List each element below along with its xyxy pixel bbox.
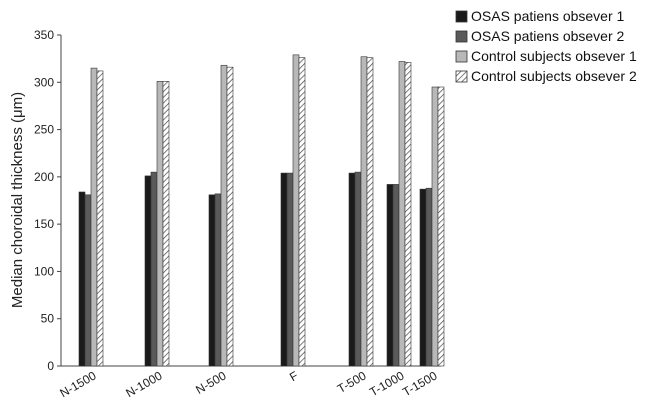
bar-4-t-1000	[404, 62, 412, 367]
bar-2-n-1000	[150, 171, 158, 367]
bar-1-t-500	[348, 172, 356, 367]
legend-label: Control subjects obsever 1	[471, 48, 637, 64]
bar-4-n-1000	[162, 81, 170, 367]
legend-label: OSAS patiens obsever 2	[471, 28, 625, 44]
bar-2-f	[286, 172, 294, 367]
bar-3-t-1000	[398, 61, 406, 367]
y-tick-label: 350	[34, 28, 54, 42]
y-tick-label: 200	[34, 170, 54, 184]
legend-swatch	[455, 70, 468, 83]
bar-2-t-1500	[425, 187, 433, 367]
y-tick-label: 150	[34, 217, 54, 231]
bar-2-n-500	[214, 193, 222, 367]
legend: OSAS patiens obsever 1 OSAS patiens obsev…	[455, 8, 637, 84]
x-tick-label: F	[287, 368, 300, 384]
bar-4-t-500	[366, 57, 374, 367]
bar-4-n-500	[226, 66, 234, 367]
bar-2-n-1500	[84, 194, 92, 367]
bar-1-f	[280, 172, 288, 367]
bar-3-f	[292, 54, 300, 367]
bar-2-t-500	[354, 171, 362, 367]
y-tick-label: 50	[41, 312, 55, 326]
bar-4-f	[298, 57, 306, 367]
bar-4-t-1500	[437, 86, 445, 367]
legend-swatch	[455, 30, 468, 43]
bar-2-t-1000	[392, 184, 400, 367]
x-tick-label: T-500	[335, 368, 369, 396]
bar-1-t-1500	[419, 188, 427, 367]
bar-3-n-1500	[90, 67, 98, 367]
y-tick-label: 300	[34, 75, 54, 89]
y-axis-title: Median choroidal thickness (μm)	[9, 92, 26, 308]
bar-1-t-1000	[386, 184, 394, 367]
legend-label: OSAS patiens obsever 1	[471, 8, 625, 24]
legend-label: Control subjects obsever 2	[471, 68, 637, 84]
y-tick-label: 100	[34, 264, 54, 278]
x-tick-label: N-1000	[123, 368, 164, 400]
bars	[78, 54, 445, 367]
x-tick-label: T-1500	[400, 368, 440, 399]
y-tick-label: 0	[47, 359, 54, 373]
bar-3-n-1000	[156, 81, 164, 367]
x-tick-label: N-1500	[57, 368, 98, 400]
x-tick-label: T-1000	[367, 368, 407, 399]
bar-1-n-1000	[144, 175, 152, 367]
x-tick-label: N-500	[193, 368, 229, 397]
bar-3-t-1500	[431, 86, 439, 367]
legend-swatch	[455, 10, 468, 23]
bar-3-n-500	[220, 64, 228, 367]
y-axis: 0 50 100 150 200 250 300 350	[34, 28, 62, 373]
bar-4-n-1500	[96, 70, 104, 367]
bar-3-t-500	[360, 56, 368, 367]
y-tick-label: 250	[34, 123, 54, 137]
bar-1-n-500	[208, 194, 216, 367]
legend-swatch	[455, 50, 468, 63]
bar-1-n-1500	[78, 191, 86, 367]
